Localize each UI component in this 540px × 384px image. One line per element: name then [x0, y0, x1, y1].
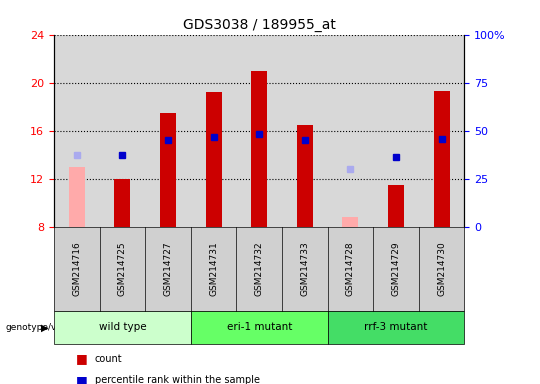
Title: GDS3038 / 189955_at: GDS3038 / 189955_at — [183, 18, 336, 32]
Bar — [373, 35, 419, 227]
Bar — [251, 71, 267, 227]
Text: ■: ■ — [76, 353, 87, 366]
Text: GSM214731: GSM214731 — [209, 242, 218, 296]
Bar — [297, 124, 313, 227]
Bar — [434, 91, 450, 227]
Text: ▶: ▶ — [41, 322, 49, 333]
Bar — [145, 35, 191, 227]
Bar — [237, 35, 282, 227]
Text: GSM214733: GSM214733 — [300, 242, 309, 296]
Text: GSM214732: GSM214732 — [255, 242, 264, 296]
Text: GSM214716: GSM214716 — [72, 242, 82, 296]
Bar — [54, 35, 99, 227]
Bar — [419, 35, 464, 227]
Bar — [342, 217, 359, 227]
Text: wild type: wild type — [99, 322, 146, 333]
Bar — [388, 185, 404, 227]
Text: GSM214728: GSM214728 — [346, 242, 355, 296]
Bar — [191, 35, 237, 227]
Bar — [69, 167, 85, 227]
Text: eri-1 mutant: eri-1 mutant — [226, 322, 292, 333]
Bar — [114, 179, 130, 227]
Bar — [328, 35, 373, 227]
Bar — [282, 35, 328, 227]
Text: GSM214727: GSM214727 — [164, 242, 172, 296]
Text: rrf-3 mutant: rrf-3 mutant — [364, 322, 428, 333]
Text: count: count — [94, 354, 122, 364]
Bar — [206, 92, 221, 227]
Text: GSM214725: GSM214725 — [118, 242, 127, 296]
Text: GSM214729: GSM214729 — [392, 242, 401, 296]
Text: GSM214730: GSM214730 — [437, 242, 446, 296]
Text: genotype/variation: genotype/variation — [5, 323, 92, 332]
Text: ■: ■ — [76, 374, 87, 384]
Text: percentile rank within the sample: percentile rank within the sample — [94, 375, 260, 384]
Bar — [99, 35, 145, 227]
Bar — [160, 113, 176, 227]
